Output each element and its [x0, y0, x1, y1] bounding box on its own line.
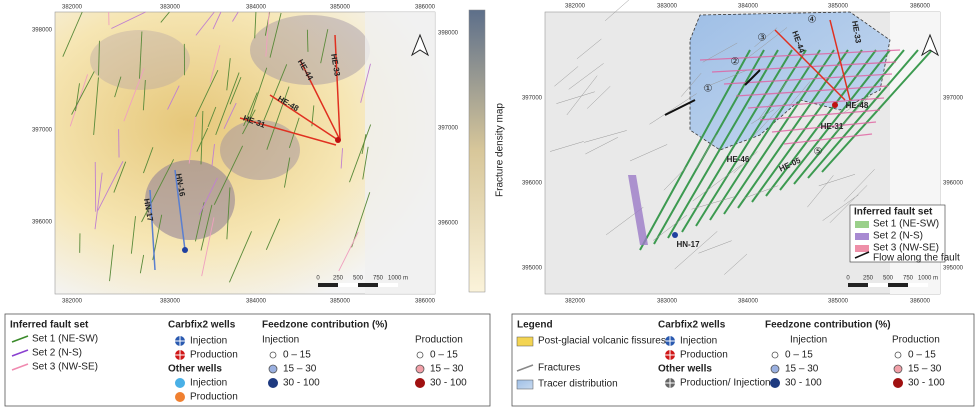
scale-label: 250 [333, 276, 344, 282]
legend-item: 0 – 15 [908, 350, 936, 361]
x-tick-label: 384000 [738, 299, 759, 305]
zone-label: ② [731, 57, 740, 68]
scale-label: 500 [883, 276, 894, 282]
legend-item: 30 - 100 [908, 378, 945, 389]
x-tick-label: 386000 [415, 299, 436, 305]
zone-label: ④ [808, 15, 817, 26]
x-tick-label: 385000 [828, 299, 849, 305]
scale-label: 500 [353, 276, 364, 282]
zone-label: ⑤ [814, 147, 823, 158]
legend-item: Injection [190, 378, 227, 389]
x-tick-label: 382000 [62, 5, 83, 11]
legend-item: 30 - 100 [430, 378, 467, 389]
scale-label: 750 [373, 276, 384, 282]
legend-item: Set 3 (NW-SE) [32, 362, 98, 373]
y-tick-label: 395000 [522, 266, 543, 272]
legend-item: Production/ Injection [680, 378, 771, 389]
legend-item: 0 – 15 [785, 350, 813, 361]
x-tick-label: 382000 [565, 4, 586, 10]
x-tick-label: 382000 [62, 299, 83, 305]
legend-subtitle: Injection [262, 335, 299, 346]
y-tick-label: 398000 [32, 28, 53, 34]
y-tick-label: 396000 [522, 181, 543, 187]
x-tick-label: 386000 [910, 4, 931, 10]
legend-item: Set 1 (NE-SW) [873, 219, 939, 230]
legend-title: Feedzone contribution (%) [262, 320, 388, 331]
legend-title: Inferred fault set [10, 320, 89, 331]
y-tick-label: 396000 [438, 221, 459, 227]
legend-item: Injection [190, 336, 227, 347]
legend-item: 30 - 100 [785, 378, 822, 389]
x-tick-label: 386000 [415, 5, 436, 11]
legend-title: Legend [517, 320, 553, 331]
legend-item: 30 - 100 [283, 378, 320, 389]
legend-item: 15 – 30 [430, 364, 464, 375]
legend-item: Set 2 (N-S) [873, 231, 923, 242]
legend-title: Carbfix2 wells [168, 320, 236, 331]
y-tick-label: 397000 [522, 96, 543, 102]
legend-item: 15 – 30 [785, 364, 819, 375]
y-tick-label: 395000 [943, 266, 964, 272]
y-tick-label: 396000 [943, 181, 964, 187]
legend-title: Feedzone contribution (%) [765, 320, 891, 331]
legend-item: Production [190, 392, 238, 403]
x-tick-label: 382000 [565, 299, 586, 305]
legend-item: Post-glacial volcanic fissures [538, 336, 666, 347]
figure: 382000 382000 383000 383000 384000 384000 3850… [0, 0, 977, 408]
zone-label: ③ [758, 33, 767, 44]
y-tick-label: 397000 [438, 126, 459, 132]
y-tick-label: 397000 [943, 96, 964, 102]
well-label: HE-48 [846, 101, 869, 110]
legend-item: Production [190, 350, 238, 361]
legend-item: 15 – 30 [283, 364, 317, 375]
scale-label: 1000 m [388, 276, 408, 282]
legend-title: Carbfix2 wells [658, 320, 726, 331]
scale-label: 250 [863, 276, 874, 282]
y-tick-label: 397000 [32, 128, 53, 134]
legend-item: 0 – 15 [283, 350, 311, 361]
x-tick-label: 384000 [246, 299, 267, 305]
x-tick-label: 383000 [160, 5, 181, 11]
well-label: HN-17 [676, 240, 700, 249]
colorbar-label: Fracture density map [495, 103, 506, 197]
x-tick-label: 383000 [657, 4, 678, 10]
legend-subtitle: Production [892, 335, 940, 346]
x-tick-label: 385000 [330, 5, 351, 11]
legend-item: 0 – 15 [430, 350, 458, 361]
legend-item: Tracer distribution [538, 379, 618, 390]
scale-label: 750 [903, 276, 914, 282]
legend-item: Set 2 (N-S) [32, 348, 82, 359]
x-tick-label: 383000 [657, 299, 678, 305]
x-tick-label: 386000 [910, 299, 931, 305]
legend-item: Set 1 (NE-SW) [32, 334, 98, 345]
well-label: HE-31 [821, 122, 844, 131]
x-tick-label: 385000 [828, 4, 849, 10]
x-tick-label: 385000 [330, 299, 351, 305]
legend-item: Production [680, 350, 728, 361]
scale-label: 1000 m [918, 276, 938, 282]
x-tick-label: 384000 [246, 5, 267, 11]
y-tick-label: 398000 [438, 31, 459, 37]
fault-line [307, 30, 308, 52]
right-legend-box [512, 314, 974, 406]
legend-title: Inferred fault set [854, 207, 933, 218]
well-label: HE-46 [727, 155, 750, 164]
x-tick-label: 383000 [160, 299, 181, 305]
y-tick-label: 396000 [32, 220, 53, 226]
legend-item: Injection [680, 336, 717, 347]
legend-item: Fractures [538, 363, 580, 374]
left-map [55, 10, 485, 294]
legend-subtitle: Production [415, 335, 463, 346]
x-tick-label: 384000 [738, 4, 759, 10]
legend-item: Flow along the fault [873, 253, 960, 264]
legend-subtitle: Injection [790, 335, 827, 346]
legend-title: Other wells [168, 364, 222, 375]
zone-label: ① [704, 84, 713, 95]
legend-title: Other wells [658, 364, 712, 375]
legend-item: 15 – 30 [908, 364, 942, 375]
